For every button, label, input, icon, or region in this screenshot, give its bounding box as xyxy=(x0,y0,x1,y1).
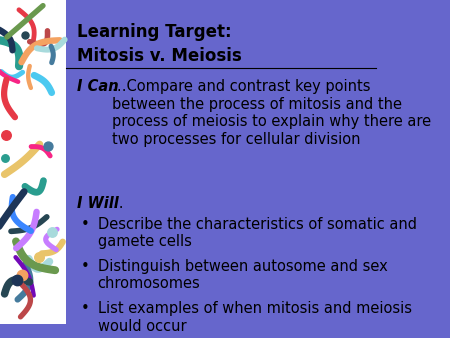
Text: Describe the characteristics of somatic and
gamete cells: Describe the characteristics of somatic … xyxy=(98,217,417,249)
Text: …: … xyxy=(108,196,123,211)
Text: •: • xyxy=(81,217,90,232)
Point xyxy=(2,133,9,138)
Point xyxy=(19,272,26,277)
Point xyxy=(45,143,52,148)
Text: …Compare and contrast key points
between the process of mitosis and the
process : …Compare and contrast key points between… xyxy=(112,79,431,147)
Text: Mitosis v. Meiosis: Mitosis v. Meiosis xyxy=(77,47,242,65)
Text: List examples of when mitosis and meiosis
would occur: List examples of when mitosis and meiosi… xyxy=(98,301,412,334)
FancyBboxPatch shape xyxy=(0,0,66,324)
Text: Distinguish between autosome and sex
chromosomes: Distinguish between autosome and sex chr… xyxy=(98,259,387,291)
Text: I Can: I Can xyxy=(77,79,119,94)
Point xyxy=(14,278,21,283)
FancyBboxPatch shape xyxy=(66,0,376,324)
Point xyxy=(1,156,8,161)
Text: •: • xyxy=(81,301,90,316)
Text: Learning Target:: Learning Target: xyxy=(77,23,232,41)
Point xyxy=(35,254,42,260)
Point xyxy=(48,230,55,235)
Point xyxy=(21,32,28,37)
Text: •: • xyxy=(81,259,90,274)
Text: I Will: I Will xyxy=(77,196,119,211)
